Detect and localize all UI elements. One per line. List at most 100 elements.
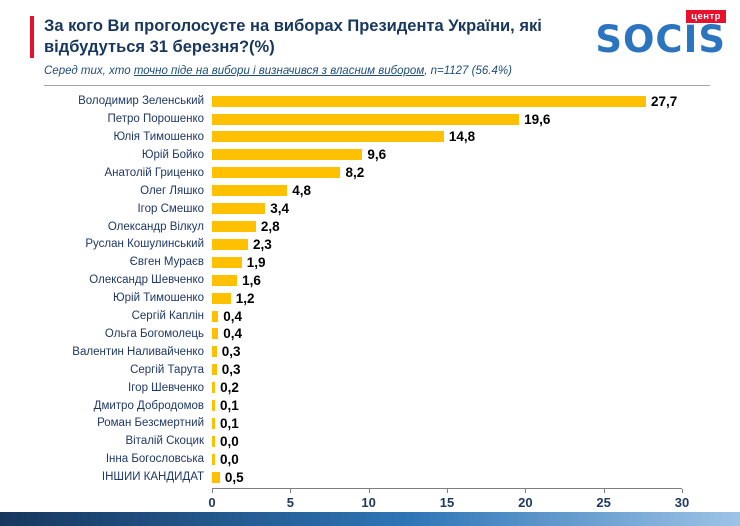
bar (212, 292, 231, 304)
category-label: Петро Порошенко (107, 113, 204, 126)
category-label: Юрій Бойко (141, 148, 204, 161)
bar-track: 0,3 (212, 361, 730, 379)
bar-track: 19,6 (212, 110, 730, 128)
bar-track: 2,8 (212, 218, 730, 236)
bar-track: 1,9 (212, 253, 730, 271)
category-label: Валентин Наливайченко (72, 345, 204, 358)
value-label: 0,1 (220, 398, 239, 414)
logo-tag: центр (686, 10, 726, 23)
chart-row: Ігор Шевченко 0,2 (0, 379, 730, 397)
category-label: Сергій Тарута (130, 363, 204, 376)
category-label: Олександр Шевченко (89, 274, 204, 287)
category-label: ІНШИЙ КАНДИДАТ (101, 471, 204, 484)
value-label: 1,2 (235, 290, 255, 306)
axis-tick-label: 30 (674, 495, 690, 510)
chart-row: Олександр Вілкул 2,8 (0, 218, 730, 236)
value-label: 8,2 (345, 165, 365, 181)
category-label: Віталій Скоцик (125, 435, 204, 448)
category-label: Роман Безсмертний (97, 417, 204, 430)
bar (212, 453, 215, 465)
value-label: 4,8 (292, 183, 311, 199)
category-label: Ольга Богомолець (104, 327, 204, 340)
bar-track: 0,1 (212, 415, 730, 433)
bar (212, 238, 249, 250)
chart-row: Анатолій Гриценко 8,2 (0, 164, 730, 182)
value-label: 0,3 (221, 344, 241, 360)
axis-tick (447, 489, 448, 493)
axis-tick (368, 489, 370, 493)
category-label: Анатолій Гриценко (104, 166, 205, 179)
subtitle-suffix: , n=1127 (56.4%) (424, 65, 512, 78)
chart-row: Євген Мураєв 1,9 (0, 253, 730, 271)
bar (212, 185, 288, 197)
category-label: Володимир Зеленський (78, 95, 204, 108)
category-label: Юлія Тимошенко (113, 130, 204, 143)
bar (212, 310, 219, 322)
chart-row: Сергій Каплін 0,4 (0, 307, 730, 325)
category-label: Інна Богословська (105, 453, 204, 466)
value-label: 27,7 (650, 93, 678, 109)
chart-row: Ольга Богомолець 0,4 (0, 325, 730, 343)
bar (212, 131, 444, 143)
chart-row: Олександр Шевченко 1,6 (0, 271, 730, 289)
category-label: Олександр Вілкул (107, 220, 204, 233)
bar (212, 435, 215, 447)
chart-row: Олег Ляшко 4,8 (0, 182, 730, 200)
chart-title: За кого Ви проголосуєте на виборах Прези… (30, 16, 578, 59)
x-axis: 0 5 10 15 20 25 30 (208, 488, 689, 512)
chart-rows: Володимир Зеленський 27,7 Петро Порошенко 1… (0, 90, 730, 488)
bar (212, 274, 238, 286)
bar (212, 471, 220, 483)
bar (212, 113, 520, 125)
axis-tick (603, 489, 605, 493)
axis-tick (682, 489, 683, 493)
bar-track: 0,0 (212, 432, 730, 450)
bar (212, 221, 256, 233)
axis-tick-label: 20 (518, 495, 533, 510)
bar-track: 1,6 (212, 271, 730, 289)
bar-track: 8,2 (212, 164, 730, 182)
category-label: Дмитро Добродомов (93, 399, 204, 412)
value-label: 0,2 (220, 380, 239, 396)
chart-row: Сергій Тарута 0,3 (0, 361, 730, 379)
axis-tick-label: 15 (439, 495, 455, 510)
value-label: 14,8 (448, 129, 476, 145)
header-divider (44, 85, 710, 87)
bar (212, 95, 646, 107)
chart-row: Дмитро Добродомов 0,1 (0, 397, 730, 415)
value-label: 0,4 (223, 308, 243, 324)
value-label: 1,6 (242, 272, 261, 288)
bar-track: 14,8 (212, 128, 730, 146)
bar-track: 0,2 (212, 379, 730, 397)
value-label: 0,5 (224, 469, 244, 485)
category-label: Юрій Тимошенко (113, 292, 204, 305)
bar-track: 4,8 (212, 182, 730, 200)
bar-track: 27,7 (212, 92, 730, 110)
bar-track: 3,4 (212, 200, 730, 218)
category-label: Ігор Смешко (137, 202, 204, 215)
bar-track: 1,2 (212, 289, 730, 307)
bar-track: 0,0 (212, 450, 730, 468)
bar (212, 400, 215, 412)
axis-tick (290, 489, 292, 493)
chart-row: Юлія Тимошенко 14,8 (0, 128, 730, 146)
value-label: 9,6 (367, 147, 387, 163)
bar (212, 203, 266, 215)
chart-row: Володимир Зеленський 27,7 (0, 92, 730, 110)
bottom-gradient-strip (0, 512, 740, 526)
value-label: 0,0 (220, 451, 239, 467)
value-label: 3,4 (270, 201, 290, 217)
chart-row: Юрій Тимошенко 1,2 (0, 289, 730, 307)
value-label: 0,0 (220, 433, 239, 449)
bar (212, 382, 216, 394)
axis-tick-label: 0 (208, 495, 216, 510)
chart-row: Валентин Наливайченко 0,3 (0, 343, 730, 361)
value-label: 0,4 (223, 326, 243, 342)
bar (212, 346, 217, 358)
value-label: 2,8 (260, 219, 280, 235)
subtitle-underlined: точно піде на вибори і визначився з влас… (133, 65, 425, 78)
bar-track: 0,4 (212, 325, 730, 343)
category-label: Євген Мураєв (129, 256, 204, 269)
chart-row: Роман Безсмертний 0,1 (0, 415, 730, 433)
